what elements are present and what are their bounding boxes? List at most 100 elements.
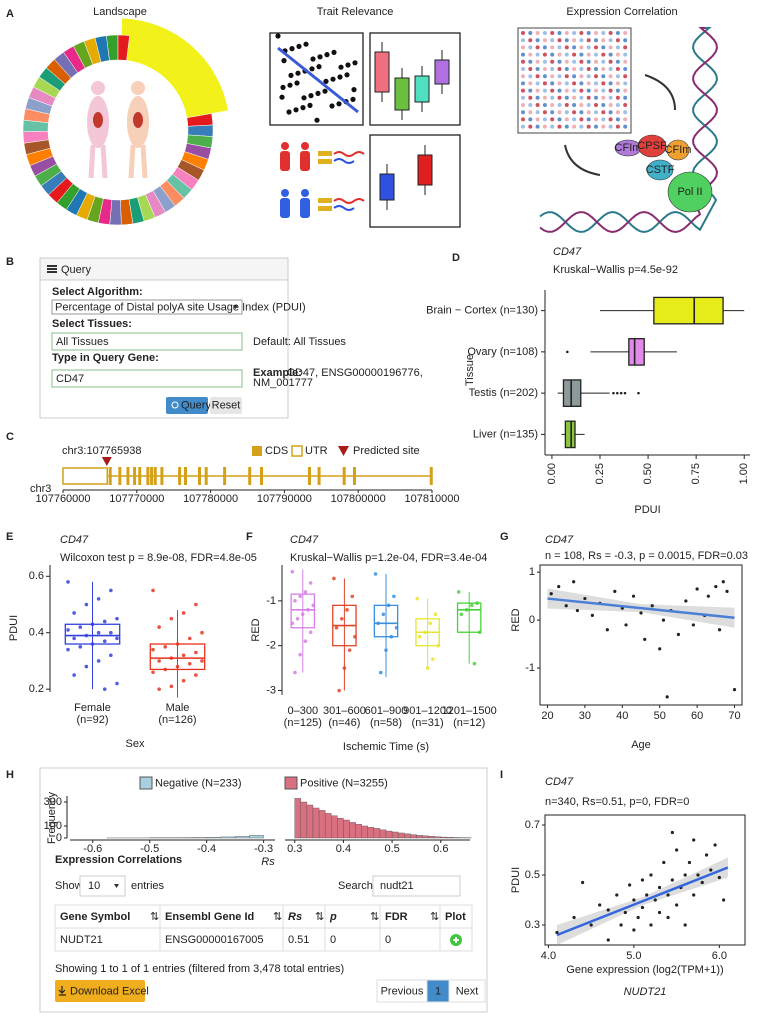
gene-input[interactable]	[51, 369, 243, 388]
algorithm-select[interactable]	[51, 299, 243, 315]
field-hint: Default: All Tissues	[253, 336, 346, 348]
deco-dot	[294, 80, 300, 86]
exon	[184, 467, 188, 485]
matrix-dot	[615, 31, 620, 35]
data-point	[66, 628, 70, 632]
data-point	[696, 873, 700, 877]
histogram-bar	[349, 822, 356, 839]
wheel-segment	[187, 124, 214, 137]
data-point	[84, 664, 89, 669]
deco-dot	[279, 94, 285, 100]
person-icon	[280, 198, 290, 218]
data-point	[653, 898, 657, 902]
exon	[146, 467, 150, 485]
chromosome-label: chr3	[30, 483, 51, 495]
matrix-dot	[550, 117, 555, 122]
matrix-dot	[528, 52, 533, 57]
data-point	[169, 684, 174, 689]
x-tick-label: 0.75	[690, 463, 702, 484]
field-label: Select Algorithm:	[52, 286, 143, 298]
histogram-bar	[391, 831, 399, 839]
matrix-dot	[601, 67, 606, 71]
data-point	[628, 883, 632, 887]
histogram-bar	[300, 801, 308, 839]
column-header: Gene Symbol	[60, 911, 130, 923]
matrix-dot	[550, 124, 555, 129]
data-point	[157, 625, 161, 629]
matrix-dot	[623, 88, 628, 93]
download-button[interactable]	[55, 980, 145, 1002]
data-point	[619, 923, 623, 927]
matrix-dot	[550, 67, 555, 71]
matrix-dot	[572, 103, 577, 107]
complex-label: CPSF	[637, 140, 667, 152]
matrix-dot	[557, 95, 562, 100]
deco-dot	[322, 88, 328, 94]
data-point	[581, 880, 585, 885]
histogram-bar	[306, 804, 314, 839]
data-point	[96, 659, 101, 663]
matrix-dot	[572, 117, 577, 122]
legend-label: CDS	[265, 445, 288, 457]
matrix-dot	[572, 81, 577, 86]
data-point	[157, 687, 161, 691]
x-tick-label: 0.50	[642, 463, 654, 484]
deco-dot	[310, 56, 316, 62]
data-point	[96, 597, 101, 601]
matrix-dot	[542, 74, 547, 79]
panel-letter: E	[6, 531, 13, 543]
search-input[interactable]	[372, 875, 461, 897]
data-point	[549, 592, 553, 596]
matrix-dot	[521, 110, 525, 115]
matrix-dot	[586, 67, 591, 71]
matrix-dot	[564, 52, 569, 57]
matrix-dot	[557, 67, 562, 71]
sort-icon: ⇅	[150, 911, 159, 923]
category-note: (n=125)	[284, 717, 322, 729]
fit-line	[556, 866, 729, 937]
data-point	[456, 590, 461, 594]
category-note: (n=126)	[158, 714, 196, 726]
matrix-dot	[528, 45, 533, 50]
data-point	[613, 589, 617, 593]
data-point	[293, 599, 297, 603]
matrix-dot	[594, 124, 598, 129]
histogram-bar	[416, 835, 423, 839]
matrix-dot	[528, 88, 533, 93]
data-point	[691, 623, 695, 627]
matrix-dot	[608, 59, 613, 64]
data-point	[157, 659, 161, 663]
matrix-dot	[586, 124, 591, 129]
outlier	[623, 391, 627, 395]
data-point	[572, 915, 576, 920]
data-point	[636, 915, 640, 920]
matrix-dot	[608, 110, 613, 115]
matrix-dot	[586, 88, 591, 93]
matrix-dot	[601, 81, 606, 86]
outlier	[566, 350, 569, 354]
box	[456, 602, 482, 633]
data-point	[700, 880, 704, 885]
tissues-input[interactable]	[51, 332, 243, 351]
select-caret	[114, 884, 119, 888]
y-tick-label: 1	[529, 566, 535, 578]
reset-button[interactable]	[210, 397, 242, 414]
matrix-dot	[528, 117, 533, 122]
deco-dot	[338, 64, 344, 70]
matrix-dot	[542, 88, 547, 93]
matrix-dot	[615, 117, 620, 122]
length-select[interactable]	[79, 875, 126, 897]
matrix-dot	[608, 103, 613, 107]
exon	[353, 467, 357, 485]
matrix-dot	[608, 52, 613, 57]
matrix-dot	[528, 124, 533, 129]
exon	[178, 467, 182, 485]
body-figure	[128, 144, 136, 179]
box	[64, 623, 121, 645]
category-label: Liver (n=135)	[473, 428, 538, 440]
x-tick-label: 107800000	[331, 493, 386, 505]
x-tick-label: 1.00	[738, 463, 750, 484]
page-button[interactable]	[448, 979, 486, 1003]
data-point	[347, 648, 352, 652]
query-button[interactable]	[166, 397, 208, 414]
